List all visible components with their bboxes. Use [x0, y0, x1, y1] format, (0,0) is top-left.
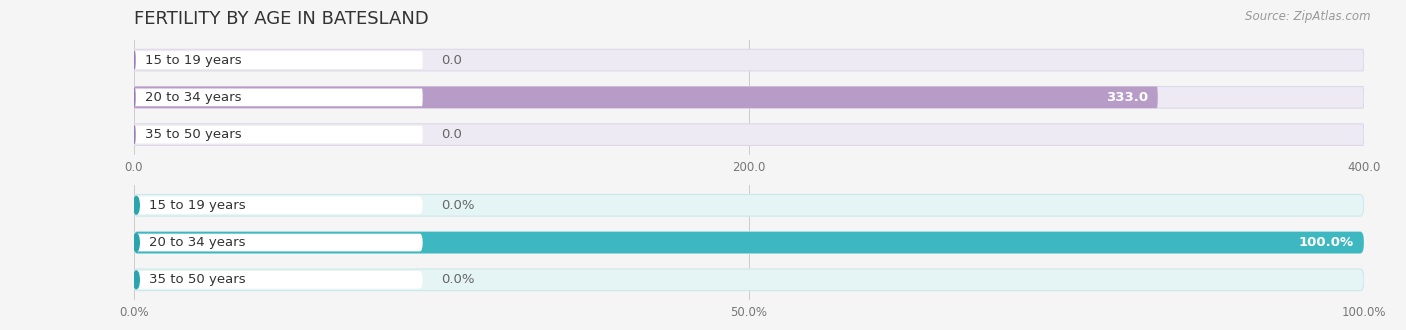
Text: 35 to 50 years: 35 to 50 years	[145, 128, 242, 141]
Text: Source: ZipAtlas.com: Source: ZipAtlas.com	[1246, 10, 1371, 23]
Circle shape	[134, 234, 139, 251]
FancyBboxPatch shape	[134, 194, 1364, 216]
Text: 100.0%: 100.0%	[1299, 236, 1354, 249]
Text: 0.0%: 0.0%	[441, 273, 475, 286]
FancyBboxPatch shape	[134, 51, 423, 69]
FancyBboxPatch shape	[134, 86, 1157, 108]
Text: 35 to 50 years: 35 to 50 years	[149, 273, 246, 286]
FancyBboxPatch shape	[134, 88, 423, 106]
Text: 0.0: 0.0	[441, 128, 463, 141]
FancyBboxPatch shape	[134, 232, 1364, 253]
Text: 333.0: 333.0	[1105, 91, 1147, 104]
Text: FERTILITY BY AGE IN BATESLAND: FERTILITY BY AGE IN BATESLAND	[134, 10, 429, 28]
FancyBboxPatch shape	[134, 269, 1364, 291]
FancyBboxPatch shape	[134, 196, 423, 214]
Text: 0.0: 0.0	[441, 53, 463, 67]
Text: 15 to 19 years: 15 to 19 years	[149, 199, 246, 212]
Circle shape	[134, 126, 135, 144]
Text: 0.0%: 0.0%	[441, 199, 475, 212]
Text: 20 to 34 years: 20 to 34 years	[145, 91, 242, 104]
Text: 15 to 19 years: 15 to 19 years	[145, 53, 242, 67]
Circle shape	[134, 88, 135, 106]
FancyBboxPatch shape	[134, 49, 1364, 71]
Text: 20 to 34 years: 20 to 34 years	[149, 236, 246, 249]
Circle shape	[134, 196, 139, 214]
FancyBboxPatch shape	[134, 86, 1364, 108]
FancyBboxPatch shape	[134, 234, 423, 251]
FancyBboxPatch shape	[134, 232, 1364, 253]
FancyBboxPatch shape	[134, 126, 423, 144]
FancyBboxPatch shape	[134, 124, 1364, 146]
FancyBboxPatch shape	[134, 271, 423, 289]
Circle shape	[134, 271, 139, 289]
Circle shape	[134, 51, 135, 69]
